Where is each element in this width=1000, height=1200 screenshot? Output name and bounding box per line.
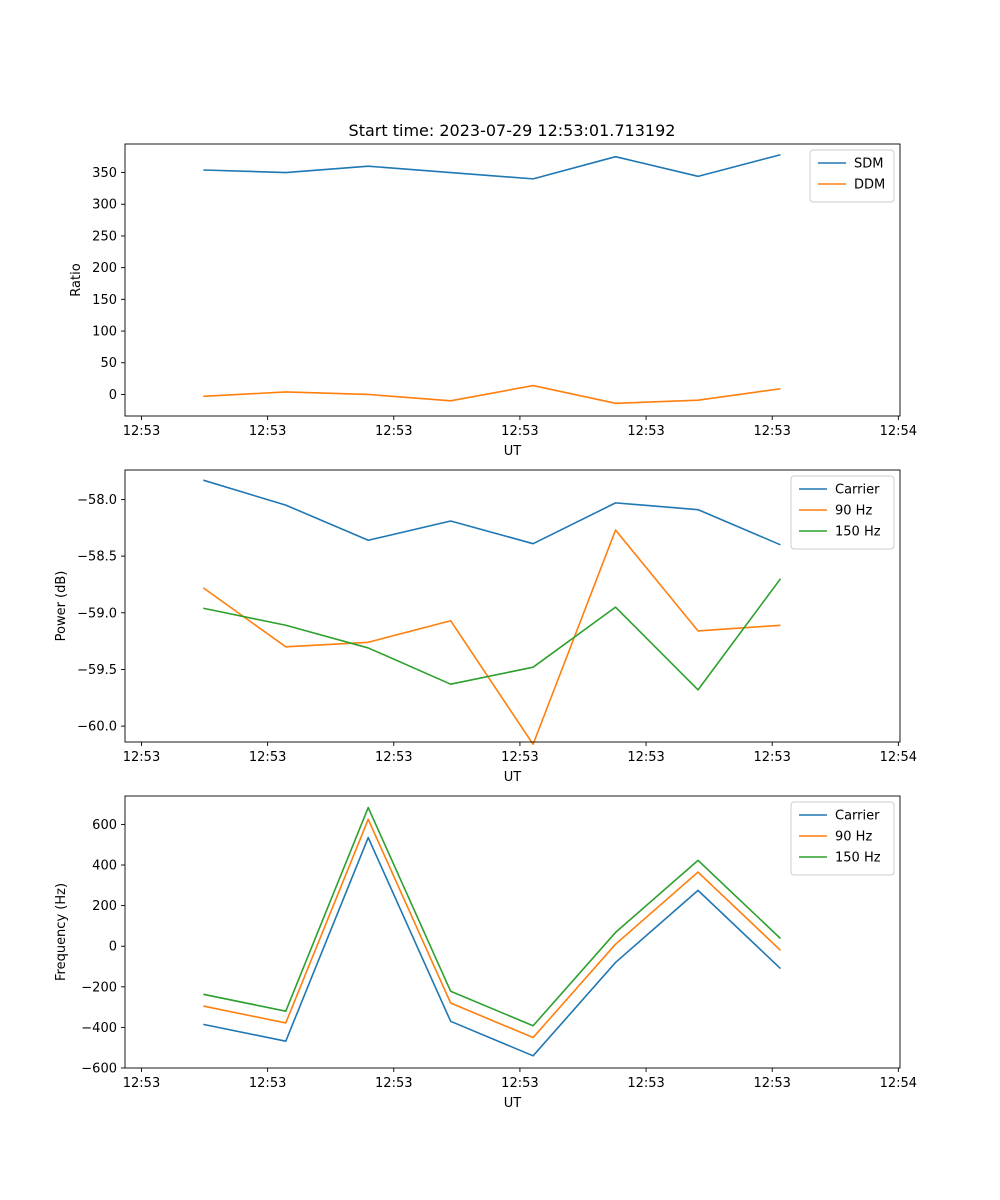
x-tick-label: 12:53 <box>753 424 790 439</box>
legend-label: SDM <box>854 157 883 172</box>
legend-label: Carrier <box>835 483 880 498</box>
y-tick-label: 250 <box>92 229 117 244</box>
axes-frame <box>124 469 901 743</box>
y-tick-label: −59.0 <box>77 606 117 621</box>
y-tick-label: −60.0 <box>77 720 117 735</box>
x-tick-label: 12:53 <box>627 424 664 439</box>
x-tick-label: 12:54 <box>880 750 917 765</box>
x-tick-label: 12:53 <box>375 424 412 439</box>
legend-label: 150 Hz <box>835 851 881 866</box>
series-line-150-hz <box>203 806 782 1027</box>
x-tick-label: 12:54 <box>880 1076 917 1091</box>
x-tick-label: 12:54 <box>880 424 917 439</box>
legend-label: Carrier <box>835 809 880 824</box>
axes-frame <box>124 795 901 1069</box>
legend-label: 150 Hz <box>835 525 881 540</box>
legend-label: DDM <box>854 178 885 193</box>
y-tick-label: −59.5 <box>77 663 117 678</box>
x-axis-label: UT <box>504 444 522 459</box>
y-tick-label: 50 <box>100 356 117 371</box>
series-line-ddm <box>203 384 781 405</box>
y-axis-label: Ratio <box>69 263 84 296</box>
legend-label: 90 Hz <box>835 830 872 845</box>
chart-title: Start time: 2023-07-29 12:53:01.713192 <box>349 121 676 140</box>
x-tick-label: 12:53 <box>753 1076 790 1091</box>
y-tick-label: −400 <box>81 1021 117 1036</box>
legend-label: 90 Hz <box>835 504 872 519</box>
y-tick-label: 200 <box>92 261 117 276</box>
y-tick-label: 300 <box>92 198 117 213</box>
y-tick-label: 200 <box>92 899 117 914</box>
x-tick-label: 12:53 <box>123 424 160 439</box>
y-tick-label: 600 <box>92 818 117 833</box>
y-tick-label: 350 <box>92 166 117 181</box>
y-tick-label: 0 <box>109 940 117 955</box>
x-tick-label: 12:53 <box>501 750 538 765</box>
series-line-sdm <box>203 154 781 180</box>
x-tick-label: 12:53 <box>123 1076 160 1091</box>
x-tick-label: 12:53 <box>123 750 160 765</box>
x-tick-label: 12:53 <box>753 750 790 765</box>
y-tick-label: 150 <box>92 293 117 308</box>
y-tick-label: −58.5 <box>77 550 117 565</box>
series-line-carrier <box>203 479 781 546</box>
x-tick-label: 12:53 <box>501 424 538 439</box>
y-tick-label: −58.0 <box>77 493 117 508</box>
x-tick-label: 12:53 <box>249 1076 286 1091</box>
y-axis-label: Power (dB) <box>54 571 69 642</box>
series-line-90-hz <box>202 529 781 746</box>
y-tick-label: 0 <box>109 388 117 403</box>
subplot-1: 0 50 100 150 200 250 300 350 12:53 12:53 12:53 12:5… <box>69 143 917 459</box>
x-tick-label: 12:53 <box>249 750 286 765</box>
axes-frame <box>124 143 901 417</box>
y-tick-label: −200 <box>81 980 117 995</box>
x-axis-label: UT <box>504 1096 522 1111</box>
y-axis-label: Frequency (Hz) <box>54 883 69 981</box>
x-tick-label: 12:53 <box>375 1076 412 1091</box>
series-line-carrier <box>203 836 782 1057</box>
subplot-2: −60.0 −59.5 −59.0 −58.5 −58.0 12:53 12:53 12:53… <box>54 469 917 785</box>
x-tick-label: 12:53 <box>501 1076 538 1091</box>
x-tick-label: 12:53 <box>249 424 286 439</box>
x-tick-label: 12:53 <box>627 1076 664 1091</box>
x-tick-label: 12:53 <box>627 750 664 765</box>
x-tick-label: 12:53 <box>375 750 412 765</box>
y-tick-label: 400 <box>92 859 117 874</box>
series-line-150-hz <box>203 578 782 691</box>
y-tick-label: −600 <box>81 1062 117 1077</box>
x-axis-label: UT <box>504 770 522 785</box>
series-line-90-hz <box>203 818 782 1039</box>
plots: 0 50 100 150 200 250 300 350 12:53 12:53 12:53 12:5… <box>54 143 917 1111</box>
subplot-3: −600 −400 −200 0 200 400 600 12:53 12:53 12:53 12:… <box>54 795 917 1111</box>
y-tick-label: 100 <box>92 325 117 340</box>
